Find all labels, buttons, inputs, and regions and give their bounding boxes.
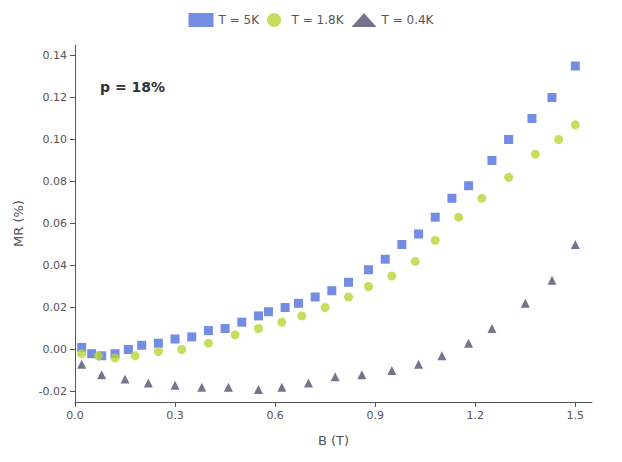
svg-text:T = 0.4K: T = 0.4K <box>381 13 435 27</box>
svg-text:0.3: 0.3 <box>166 409 184 422</box>
svg-text:1.5: 1.5 <box>567 409 585 422</box>
svg-text:0.02: 0.02 <box>43 301 68 314</box>
svg-text:MR (%): MR (%) <box>11 200 26 247</box>
svg-text:T = 5K: T = 5K <box>218 13 261 27</box>
svg-text:p = 18%: p = 18% <box>100 79 165 95</box>
svg-text:0.12: 0.12 <box>43 91 68 104</box>
svg-text:1.2: 1.2 <box>467 409 485 422</box>
svg-text:0.9: 0.9 <box>366 409 384 422</box>
svg-text:0.08: 0.08 <box>43 175 68 188</box>
svg-text:-0.02: -0.02 <box>39 385 67 398</box>
svg-text:0.04: 0.04 <box>43 259 68 272</box>
svg-text:0.10: 0.10 <box>43 133 68 146</box>
svg-text:0.14: 0.14 <box>43 49 68 62</box>
svg-text:0.6: 0.6 <box>266 409 284 422</box>
svg-text:T = 1.8K: T = 1.8K <box>291 13 345 27</box>
svg-text:0.0: 0.0 <box>66 409 84 422</box>
svg-text:B (T): B (T) <box>318 433 349 448</box>
svg-text:0.06: 0.06 <box>43 217 68 230</box>
svg-text:0.00: 0.00 <box>43 343 68 356</box>
